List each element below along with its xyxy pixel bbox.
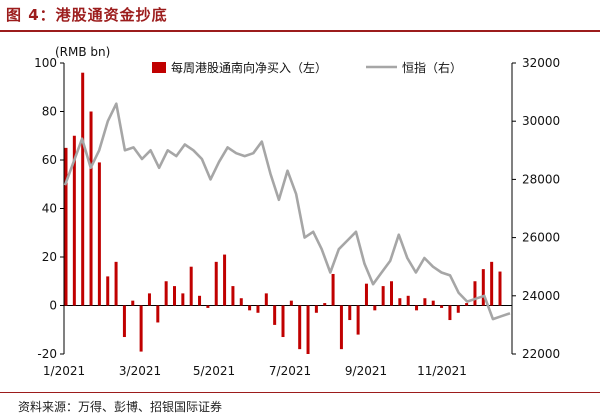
- flow-bar: [481, 269, 485, 306]
- flow-bar: [298, 305, 302, 350]
- flow-bar: [81, 72, 85, 306]
- legend: 每周港股通南向净买入（左） 恒指（右）: [152, 60, 462, 75]
- flow-bar: [156, 305, 160, 323]
- legend-bar-swatch: [152, 62, 166, 73]
- right-tick-label: 30000: [522, 114, 560, 128]
- right-tick-label: 24000: [522, 289, 560, 303]
- flow-bar: [390, 281, 393, 306]
- flow-bar: [314, 305, 318, 313]
- flow-bar: [364, 283, 368, 306]
- right-tick-label: 26000: [522, 231, 560, 245]
- flow-bar: [273, 305, 277, 325]
- x-tick-label: 3/2021: [119, 364, 161, 378]
- flow-bar: [231, 286, 235, 306]
- flow-bar: [131, 300, 135, 306]
- flow-bar: [306, 305, 310, 354]
- flow-bar: [173, 286, 176, 306]
- line-series: [63, 102, 511, 321]
- flow-bar: [248, 305, 252, 311]
- flow-bar: [398, 298, 402, 306]
- flow-bar: [373, 305, 377, 311]
- flow-bar: [356, 305, 360, 335]
- flow-bar: [406, 295, 410, 306]
- flow-bar: [72, 135, 76, 306]
- flow-bar: [223, 254, 227, 306]
- right-tick-label: 32000: [522, 56, 560, 70]
- left-tick-label: 80: [42, 105, 57, 119]
- title-rule: [0, 30, 600, 32]
- legend-bar-label: 每周港股通南向净买入（左）: [171, 60, 327, 75]
- flow-bar: [440, 305, 444, 308]
- flow-bar: [339, 305, 343, 350]
- flow-bar: [214, 261, 218, 306]
- flow-bar: [239, 298, 243, 306]
- chart-axes: [60, 62, 516, 355]
- x-tick-label: 11/2021: [417, 364, 467, 378]
- left-tick-label: 0: [49, 299, 57, 313]
- left-tick-label: 60: [42, 153, 57, 167]
- right-tick-label: 28000: [522, 172, 560, 186]
- flow-bar: [381, 286, 385, 306]
- flow-bar: [64, 147, 68, 306]
- flow-bar: [423, 298, 427, 306]
- combo-chart: -20 0 20 40 60 80 100 22000 24000 26000 28000 30000…: [34, 45, 560, 378]
- flow-bar: [289, 300, 293, 306]
- flow-bar: [490, 261, 494, 306]
- flow-bar: [323, 303, 327, 306]
- left-tick-label: 40: [42, 202, 57, 216]
- source-rule: [0, 392, 600, 393]
- right-tick-label: 22000: [522, 347, 560, 361]
- flow-bar: [498, 271, 502, 306]
- legend-line-label: 恒指（右）: [402, 60, 462, 75]
- flow-bar: [264, 293, 268, 306]
- flow-bar: [415, 305, 419, 311]
- flow-bar: [448, 305, 452, 321]
- left-tick-label: -20: [37, 347, 57, 361]
- left-tick-label: 100: [34, 56, 57, 70]
- flow-bar: [147, 293, 151, 306]
- flow-bar: [181, 293, 185, 306]
- flow-bar: [256, 305, 260, 313]
- x-tick-label: 7/2021: [269, 364, 311, 378]
- flow-bar: [198, 295, 202, 306]
- flow-bar: [122, 305, 126, 338]
- left-unit-label: (RMB bn): [55, 45, 110, 59]
- flow-bar: [114, 261, 118, 306]
- flow-bar: [206, 305, 210, 308]
- x-tick-label: 1/2021: [43, 364, 85, 378]
- flow-bar: [348, 305, 352, 321]
- flow-bar: [89, 111, 93, 306]
- flow-bar: [189, 266, 193, 306]
- figure-title: 图 4：港股通资金抄底: [6, 6, 168, 24]
- bar-series: [64, 72, 502, 354]
- x-tick-label: 5/2021: [193, 364, 235, 378]
- flow-bar: [465, 303, 469, 306]
- x-tick-label: 9/2021: [345, 364, 387, 378]
- hsi-line: [63, 102, 511, 321]
- flow-bar: [456, 305, 460, 313]
- flow-bar: [431, 300, 435, 306]
- left-tick-label: 20: [42, 250, 57, 264]
- flow-bar: [97, 162, 101, 306]
- tick-labels: -20 0 20 40 60 80 100 22000 24000 26000 28000 30000…: [34, 45, 560, 378]
- flow-bar: [281, 305, 285, 338]
- flow-bar: [164, 281, 168, 306]
- source-note: 资料来源：万得、彭博、招银国际证券: [18, 400, 223, 414]
- flow-bar: [331, 273, 335, 306]
- flow-bar: [139, 305, 143, 352]
- flow-bar: [106, 276, 110, 306]
- flow-bar: [473, 281, 477, 306]
